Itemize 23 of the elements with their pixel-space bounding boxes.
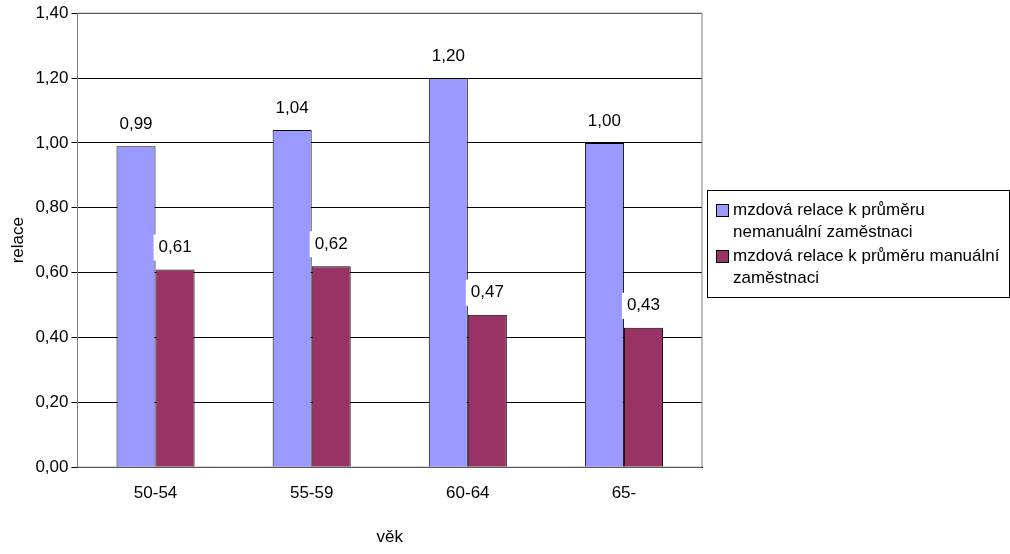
y-tick-label: 1,00	[35, 132, 69, 152]
y-tick-label: 0,00	[35, 456, 69, 476]
data-label: 0,61	[158, 237, 192, 257]
y-tick-label: 1,20	[35, 67, 69, 87]
x-tick-label: 55-59	[289, 483, 334, 503]
x-tick-label: 65-	[611, 483, 637, 503]
y-tick-label: 0,60	[35, 262, 69, 282]
y-tick-label: 0,40	[35, 327, 69, 347]
y-tick-label: 0,80	[35, 197, 69, 217]
data-label: 0,62	[314, 233, 348, 253]
y-axis-title: relace	[7, 217, 27, 264]
data-label: 0,47	[470, 282, 504, 302]
x-tick-label: 50-54	[133, 483, 178, 503]
data-label: 0,99	[119, 113, 153, 133]
y-tick-label: 1,40	[35, 2, 69, 22]
data-label: 0,43	[626, 295, 660, 315]
data-label: 1,20	[431, 45, 465, 65]
y-tick-label: 0,20	[35, 392, 69, 412]
x-tick-label: 60-64	[446, 483, 490, 503]
data-label: 1,04	[275, 97, 309, 117]
legend-label: mzdová relace k průměru manuální zaměstnaci	[733, 245, 1001, 289]
data-label: 1,00	[587, 110, 621, 130]
x-axis-title: věk	[376, 527, 404, 547]
